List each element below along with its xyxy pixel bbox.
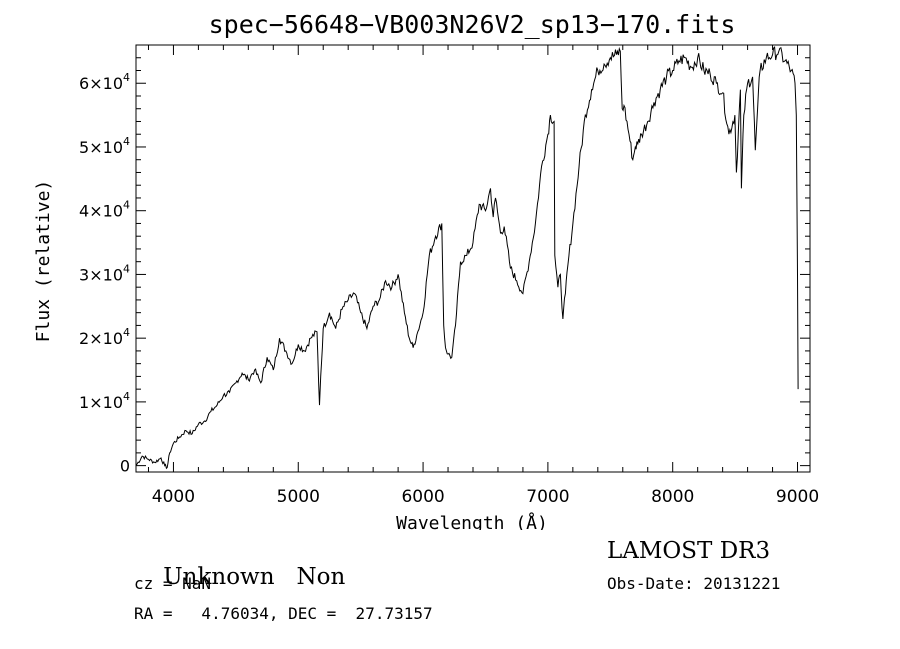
- coordinates-label: RA = 4.76034, DEC = 27.73157: [134, 604, 433, 623]
- x-tick-label: 6000: [401, 487, 444, 507]
- plot-frame: [135, 44, 811, 473]
- x-tick-label: 4000: [152, 487, 195, 507]
- y-axis: 0 1×104 2×104 3×104 4×104 5×104 6×104: [79, 57, 810, 476]
- y-tick-label: 2×104: [79, 326, 130, 348]
- y-axis-label: Flux (relative): [33, 180, 54, 343]
- plot-border: [135, 44, 811, 473]
- object-subclass-label: Non: [296, 564, 346, 590]
- x-axis-label: Wavelength (Å): [396, 512, 548, 530]
- y-tick-label: 0: [120, 457, 130, 476]
- object-class-label: Unknown: [163, 564, 275, 590]
- obs-date-label: Obs-Date: 20131221: [607, 574, 781, 593]
- spectrum-chart: spec−56648−VB003N26V2_sp13−170.fits 4000…: [33, 10, 819, 530]
- y-tick-label: 5×104: [79, 135, 130, 157]
- x-tick-label: 5000: [277, 487, 320, 507]
- survey-label: LAMOST DR3: [607, 538, 771, 564]
- redshift-label: cz = NaN: [134, 574, 212, 593]
- y-tick-label: 4×104: [79, 199, 130, 221]
- x-axis: 4000 5000 6000 7000 8000 9000: [147, 45, 819, 507]
- y-tick-label: 6×104: [79, 71, 130, 93]
- chart-title: spec−56648−VB003N26V2_sp13−170.fits: [209, 10, 736, 39]
- x-tick-label: 9000: [776, 487, 819, 507]
- x-tick-label: 7000: [526, 487, 569, 507]
- object-class: Unknown Non: [134, 538, 345, 616]
- y-tick-label: 1×104: [79, 390, 130, 412]
- y-tick-label: 3×104: [79, 262, 130, 284]
- spectrum-line: [135, 45, 799, 470]
- x-tick-label: 8000: [651, 487, 694, 507]
